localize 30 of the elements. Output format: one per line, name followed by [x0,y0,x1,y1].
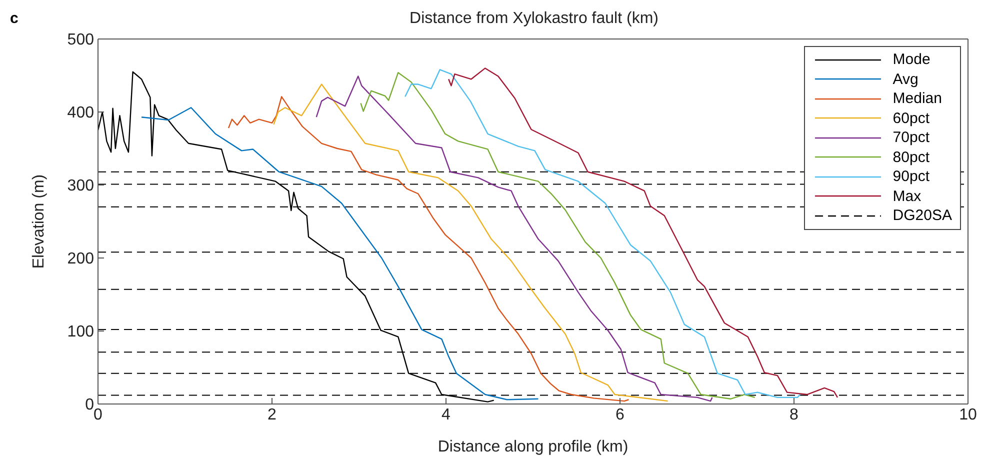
line-series [404,69,801,398]
line-series [273,84,668,402]
x-tick-label: 6 [616,406,625,424]
x-axis-title: Distance along profile (km) [438,438,628,456]
text: c [10,10,18,27]
line-series [360,72,756,400]
x-tick-label: 4 [442,406,451,424]
legend-label: DG20SA [892,207,952,224]
y-axis-title: Elevation (m) [30,174,48,269]
legend-label: 80pct [892,148,930,166]
line-series [316,76,713,402]
legend-label: Mode [892,51,930,68]
y-tick-label: 500 [67,32,94,49]
line-series [448,68,838,398]
legend-label: 70pct [892,129,930,146]
line-series [140,107,539,400]
y-tick-label: 200 [67,250,94,268]
legend-label: 90pct [892,168,930,186]
x-tick-label: 8 [790,406,799,424]
legend-label: 60pct [892,110,930,127]
y-tick-label: 100 [67,324,94,341]
y-tick-label: 300 [67,178,94,195]
legend-label: Median [892,90,942,108]
x-tick-label: 10 [959,406,977,424]
y-tick-label: 400 [67,104,94,122]
x2-axis-title: Distance from Xylokastro fault (km) [408,10,660,28]
legend-label: Max [892,188,922,205]
legend-label: Avg [892,70,918,88]
line-series [228,96,630,402]
x-tick-label: 2 [268,406,277,424]
